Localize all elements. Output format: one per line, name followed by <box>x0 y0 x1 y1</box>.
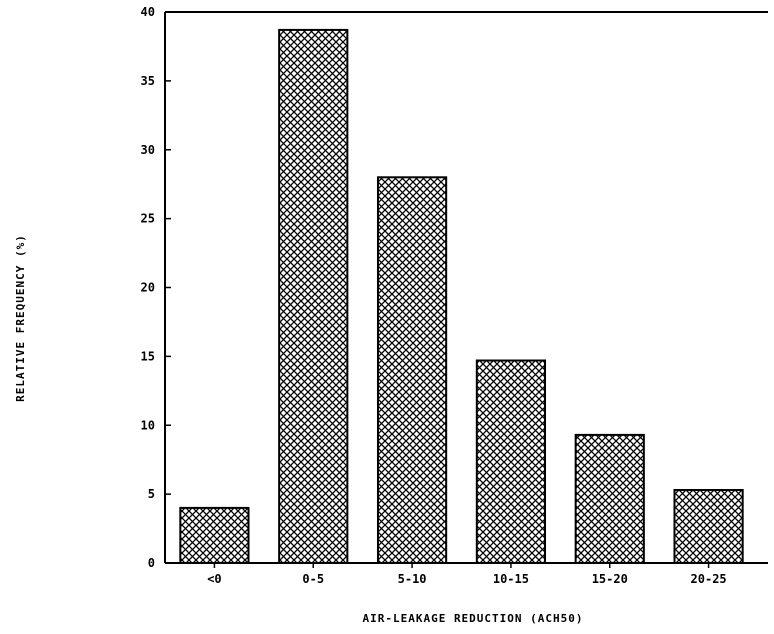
plot-frame <box>164 11 768 564</box>
x-tick-label: 10-15 <box>493 572 529 586</box>
x-axis: <0 0-5 5-10 10-15 15-20 20-25 <box>207 563 727 586</box>
x-axis-title: AIR-LEAKAGE REDUCTION (ACH50) <box>362 612 583 625</box>
x-tick-label: 0-5 <box>302 572 324 586</box>
y-tick-label: 20 <box>141 281 155 295</box>
bars <box>179 28 744 565</box>
x-tick-label: <0 <box>207 572 221 586</box>
bar <box>673 488 744 564</box>
bar <box>179 506 250 564</box>
x-tick-label: 5-10 <box>398 572 427 586</box>
bar <box>278 28 349 565</box>
y-tick-label: 5 <box>148 487 155 501</box>
x-tick-label: 20-25 <box>691 572 727 586</box>
y-tick-label: 30 <box>141 143 155 157</box>
bar <box>376 176 448 565</box>
y-tick-label: 0 <box>148 556 155 570</box>
y-axis: 0 5 10 15 20 25 30 35 40 <box>141 5 171 570</box>
y-tick-label: 15 <box>141 349 155 363</box>
x-tick-label: 15-20 <box>592 572 628 586</box>
y-tick-label: 10 <box>141 418 155 432</box>
y-tick-label: 35 <box>141 74 155 88</box>
y-tick-label: 40 <box>141 5 155 19</box>
bar <box>475 359 547 564</box>
bar <box>574 433 645 564</box>
y-axis-title: RELATIVE FREQUENCY (%) <box>14 234 27 402</box>
y-tick-label: 25 <box>141 212 155 226</box>
